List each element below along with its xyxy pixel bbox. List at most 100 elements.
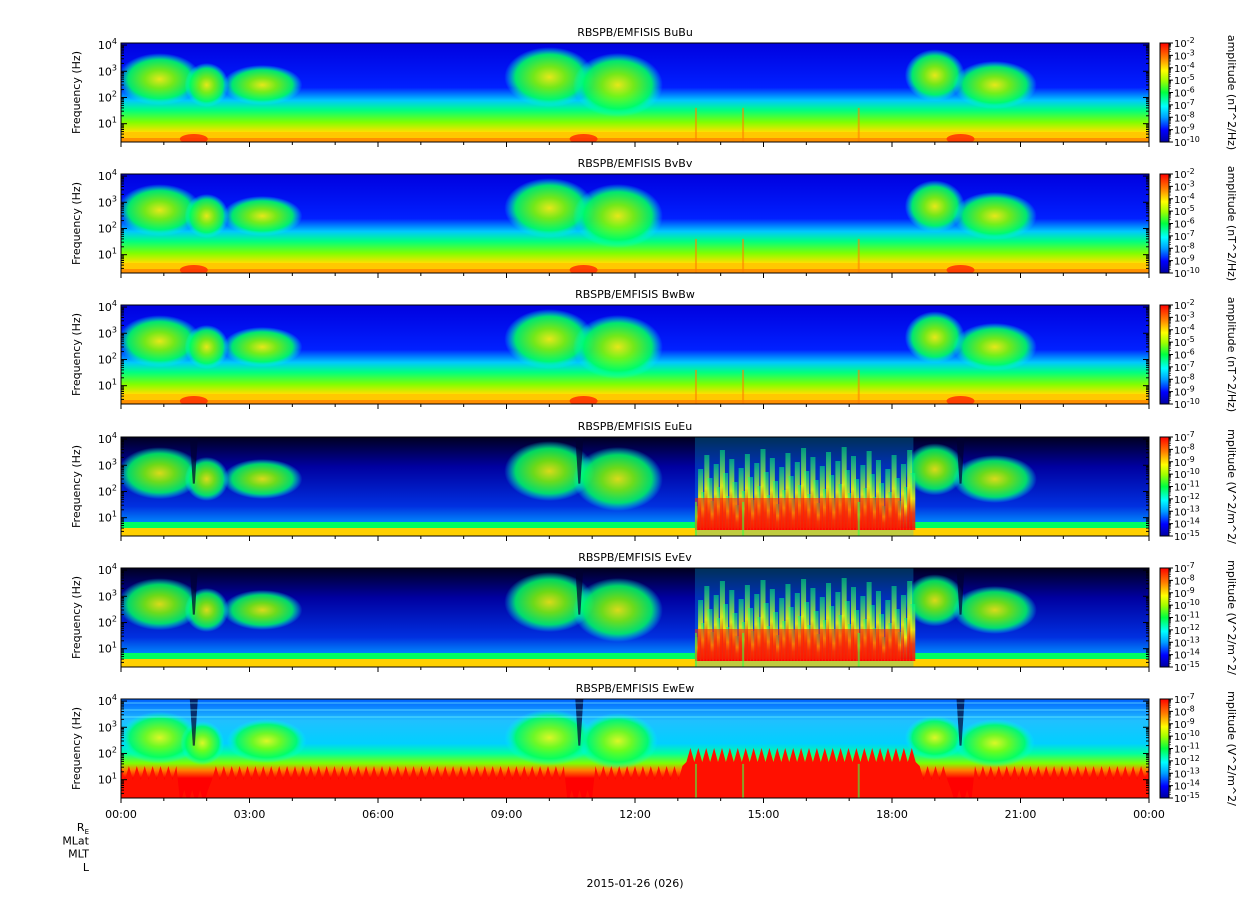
colorbar-tick-label: 10-10 [1174,266,1200,280]
spectrogram-image [121,174,1149,273]
colorbar-tick-label: 10-8 [1174,442,1195,456]
spectrogram-panel: RBSPB/EMFISIS BvBv 104 103 102 101 Frequency … [70,157,1238,281]
y-tick-label: 104 [98,37,117,52]
spectrogram-panel: RBSPB/EMFISIS EvEv 104 103 102 101 Frequency … [70,551,1238,675]
y-tick-label: 104 [98,431,117,446]
spectrogram-image [121,305,1149,404]
colorbar-tick-label: 10-12 [1174,623,1200,637]
colorbar: 10-710-810-910-1010-1110-1210-1310-1410-… [1159,429,1238,544]
colorbar-tick-label: 10-6 [1174,348,1195,362]
y-tick-label: 102 [98,220,117,235]
y-tick-label: 103 [98,457,117,472]
y-tick-label: 102 [98,614,117,629]
y-tick-label: 103 [98,194,117,209]
colorbar-tick-label: 10-10 [1174,135,1200,149]
colorbar-label: amplitude (nT^2/Hz) [1225,166,1238,281]
colorbar: 10-210-310-410-510-610-710-810-910-10 amp… [1159,166,1238,281]
date-label: 2015-01-26 (026) [586,877,683,890]
panel-title: RBSPB/EMFISIS BvBv [578,157,693,170]
panel-title: RBSPB/EMFISIS EvEv [578,551,692,564]
y-axis-label: Frequency (Hz) [70,445,83,528]
colorbar-tick-label: 10-2 [1174,36,1195,50]
ephemeris-label: MLT [68,848,89,861]
y-tick-label: 101 [98,510,117,525]
y-tick-label: 101 [98,116,117,131]
colorbar-tick-label: 10-5 [1174,73,1195,87]
colorbar-label: amplitude (nT^2/Hz) [1225,297,1238,412]
spectrogram-panel: RBSPB/EMFISIS BwBw 104 103 102 101 Frequency … [70,288,1238,412]
colorbar-tick-label: 10-15 [1174,660,1200,674]
spectrogram-panel: RBSPB/EMFISIS BuBu 104 103 102 101 Frequency … [70,26,1238,150]
colorbar-tick-label: 10-9 [1174,455,1195,469]
x-tick-label: 21:00 [1005,808,1037,821]
y-axis-label: Frequency (Hz) [70,182,83,265]
panel-title: RBSPB/EMFISIS BuBu [577,26,693,39]
colorbar-tick-label: 10-7 [1174,98,1195,112]
colorbar-label: mplitude (V^2/m^2/ [1225,691,1238,806]
colorbar-tick-label: 10-7 [1174,360,1195,374]
colorbar-tick-label: 10-14 [1174,517,1200,531]
colorbar-tick-label: 10-13 [1174,635,1200,649]
colorbar-tick-label: 10-6 [1174,217,1195,231]
y-tick-label: 101 [98,772,117,787]
colorbar-tick-label: 10-9 [1174,717,1195,731]
colorbar: 10-710-810-910-1010-1110-1210-1310-1410-… [1159,560,1238,675]
colorbar-tick-label: 10-7 [1174,561,1195,575]
colorbar-tick-label: 10-7 [1174,430,1195,444]
colorbar: 10-210-310-410-510-610-710-810-910-10 amp… [1159,297,1238,412]
colorbar-label: mplitude (V^2/m^2/ [1225,560,1238,675]
spectrogram-panel: RBSPB/EMFISIS EwEw 104 103 102 101 Frequency … [70,682,1238,806]
x-tick-label: 09:00 [491,808,523,821]
y-tick-label: 101 [98,247,117,262]
colorbar-tick-label: 10-12 [1174,492,1200,506]
y-axis-label: Frequency (Hz) [70,51,83,134]
y-axis-label: Frequency (Hz) [70,313,83,396]
panel-title: RBSPB/EMFISIS EuEu [578,420,692,433]
y-tick-label: 102 [98,89,117,104]
colorbar-tick-label: 10-10 [1174,598,1200,612]
colorbar-tick-label: 10-10 [1174,397,1200,411]
y-tick-label: 102 [98,483,117,498]
y-tick-label: 104 [98,562,117,577]
y-tick-label: 101 [98,641,117,656]
colorbar-tick-label: 10-5 [1174,204,1195,218]
colorbar-tick-label: 10-9 [1174,385,1195,399]
colorbar-tick-label: 10-10 [1174,467,1200,481]
colorbar-label: amplitude (nT^2/Hz) [1225,35,1238,150]
x-tick-label: 00:00 [105,808,137,821]
colorbar-tick-label: 10-7 [1174,229,1195,243]
colorbar-tick-label: 10-4 [1174,61,1195,75]
colorbar-tick-label: 10-4 [1174,323,1195,337]
colorbar-tick-label: 10-8 [1174,110,1195,124]
colorbar-tick-label: 10-13 [1174,504,1200,518]
colorbar-tick-label: 10-3 [1174,310,1195,324]
y-tick-label: 102 [98,351,117,366]
colorbar-tick-label: 10-4 [1174,192,1195,206]
colorbar: 10-710-810-910-1010-1110-1210-1310-1410-… [1159,691,1238,806]
y-axis-label: Frequency (Hz) [70,707,83,790]
x-tick-label: 15:00 [748,808,780,821]
panel-title: RBSPB/EMFISIS EwEw [576,682,694,695]
colorbar-tick-label: 10-2 [1174,298,1195,312]
colorbar-tick-label: 10-13 [1174,766,1200,780]
y-tick-label: 104 [98,693,117,708]
y-tick-label: 103 [98,325,117,340]
y-tick-label: 103 [98,588,117,603]
colorbar-tick-label: 10-8 [1174,372,1195,386]
y-tick-label: 103 [98,63,117,78]
colorbar-tick-label: 10-12 [1174,754,1200,768]
spectrogram-image [121,568,1149,667]
colorbar-label: mplitude (V^2/m^2/ [1225,429,1238,544]
colorbar-tick-label: 10-8 [1174,573,1195,587]
y-tick-label: 101 [98,378,117,393]
colorbar-tick-label: 10-10 [1174,729,1200,743]
colorbar-tick-label: 10-14 [1174,779,1200,793]
colorbar-tick-label: 10-9 [1174,123,1195,137]
colorbar-tick-label: 10-8 [1174,704,1195,718]
colorbar-tick-label: 10-9 [1174,254,1195,268]
x-tick-label: 18:00 [876,808,908,821]
colorbar-tick-label: 10-14 [1174,648,1200,662]
colorbar-tick-label: 10-11 [1174,611,1200,625]
ephemeris-label: RE [77,821,89,836]
